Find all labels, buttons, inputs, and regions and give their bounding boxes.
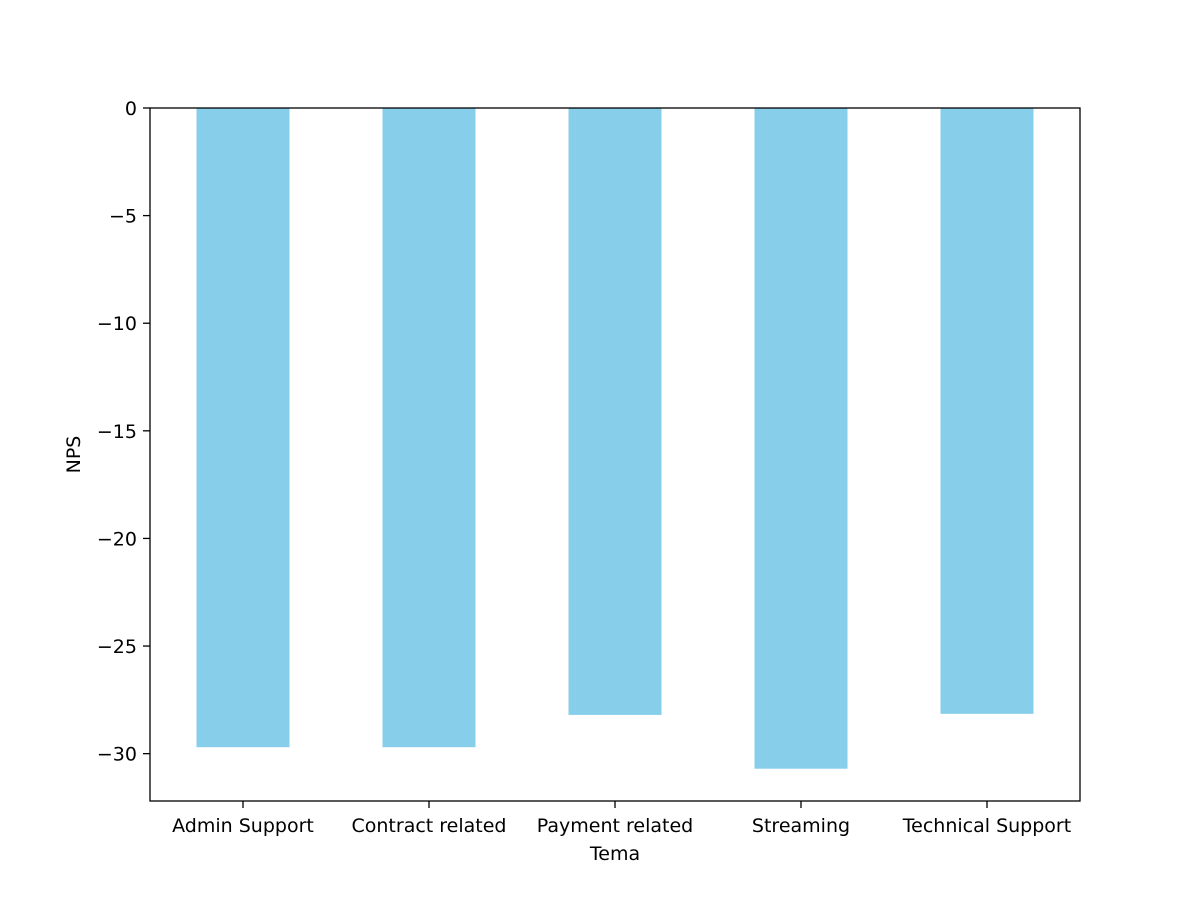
x-tick-label: Payment related xyxy=(537,815,693,837)
x-tick-label: Technical Support xyxy=(902,815,1071,837)
y-tick-label: −25 xyxy=(97,636,137,658)
bar-streaming xyxy=(754,108,848,769)
x-tick-label: Contract related xyxy=(352,815,507,837)
y-axis-ticks: 0 −5 −10 −15 −20 −25 −30 xyxy=(97,98,150,766)
bars-group xyxy=(196,108,1034,769)
y-tick-label: −30 xyxy=(97,744,137,766)
plot-frame xyxy=(149,107,1081,802)
y-tick-label: −5 xyxy=(109,206,137,228)
bar-contract-related xyxy=(382,108,476,748)
y-tick-label: 0 xyxy=(125,98,137,120)
bar-payment-related xyxy=(568,108,662,715)
y-tick-label: −10 xyxy=(97,313,137,335)
bar-admin-support xyxy=(196,108,290,748)
x-tick-label: Admin Support xyxy=(172,815,314,837)
y-axis-label: NPS xyxy=(63,436,85,474)
bar-technical-support xyxy=(940,108,1034,714)
y-tick-label: −15 xyxy=(97,421,137,443)
x-tick-label: Streaming xyxy=(752,815,850,837)
y-tick-label: −20 xyxy=(97,528,137,550)
x-axis-ticks: Admin Support Contract related Payment rel… xyxy=(172,801,1071,837)
x-axis-label: Tema xyxy=(589,843,640,865)
